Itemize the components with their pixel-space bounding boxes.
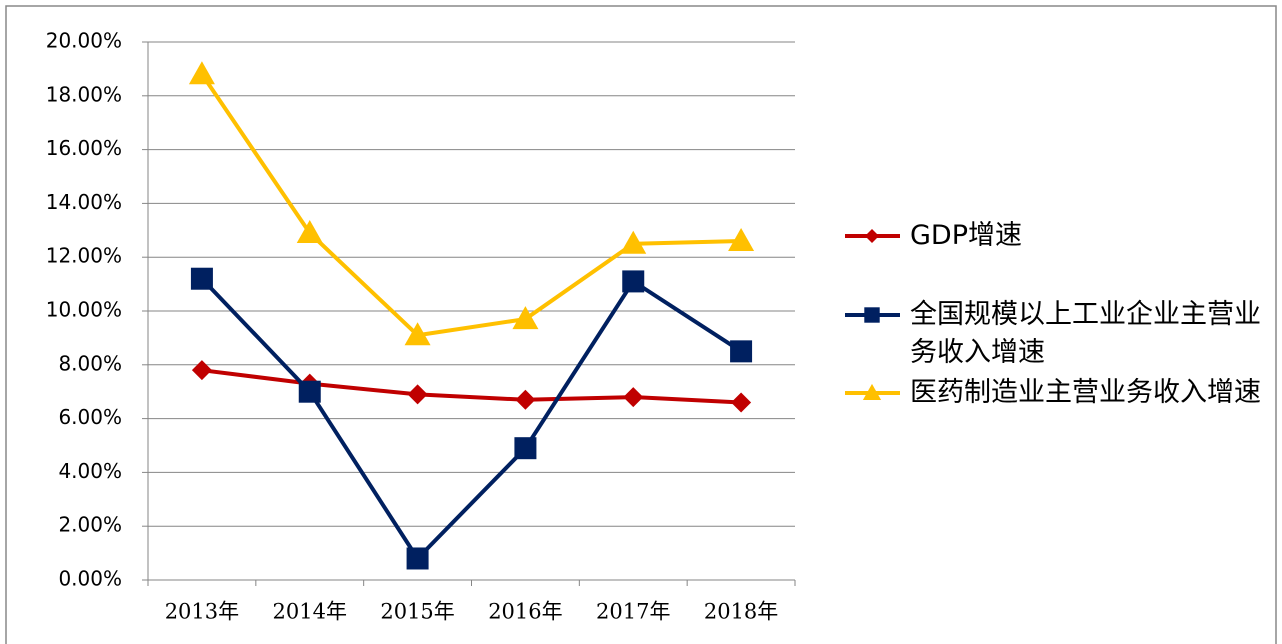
marker bbox=[406, 547, 429, 570]
y-tick-label: 2.00% bbox=[58, 513, 122, 537]
marker bbox=[191, 360, 212, 381]
legend-label: 全国规模以上工业企业主营业务收入增速 bbox=[910, 299, 1261, 368]
x-tick-label: 2016年 bbox=[488, 600, 562, 624]
legend-label: GDP增速 bbox=[910, 220, 1022, 251]
y-tick-label: 10.00% bbox=[46, 298, 122, 322]
y-tick-label: 16.00% bbox=[46, 136, 122, 160]
marker bbox=[730, 340, 753, 363]
y-tick-label: 6.00% bbox=[58, 405, 122, 429]
y-tick-label: 4.00% bbox=[58, 459, 122, 483]
marker bbox=[188, 61, 215, 85]
series-line bbox=[200, 277, 743, 561]
x-tick-label: 2017年 bbox=[596, 600, 670, 624]
y-tick-label: 20.00% bbox=[46, 29, 122, 53]
marker bbox=[864, 307, 880, 323]
series-line bbox=[200, 73, 742, 338]
y-tick-label: 14.00% bbox=[46, 190, 122, 214]
legend-label: 医药制造业主营业务收入增速 bbox=[910, 377, 1261, 408]
marker bbox=[865, 229, 879, 243]
marker bbox=[731, 392, 752, 413]
marker bbox=[407, 384, 428, 405]
chart-border bbox=[5, 5, 1277, 644]
marker bbox=[404, 322, 431, 346]
marker bbox=[515, 389, 536, 410]
y-tick-label: 8.00% bbox=[58, 351, 122, 375]
marker bbox=[298, 380, 321, 403]
y-tick-label: 18.00% bbox=[46, 82, 122, 106]
x-tick-label: 2014年 bbox=[273, 600, 347, 624]
marker bbox=[728, 228, 755, 252]
marker bbox=[620, 230, 647, 254]
marker bbox=[623, 387, 644, 408]
y-tick-label: 0.00% bbox=[58, 567, 122, 591]
series-line bbox=[201, 368, 742, 405]
marker bbox=[190, 267, 213, 290]
marker bbox=[296, 219, 323, 243]
marker bbox=[512, 306, 539, 330]
y-tick-label: 12.00% bbox=[46, 244, 122, 268]
x-tick-label: 2013年 bbox=[165, 600, 239, 624]
marker bbox=[622, 270, 645, 293]
marker bbox=[514, 437, 537, 460]
x-tick-label: 2018年 bbox=[704, 600, 778, 624]
marker bbox=[862, 383, 882, 400]
x-tick-label: 2015年 bbox=[380, 600, 454, 624]
